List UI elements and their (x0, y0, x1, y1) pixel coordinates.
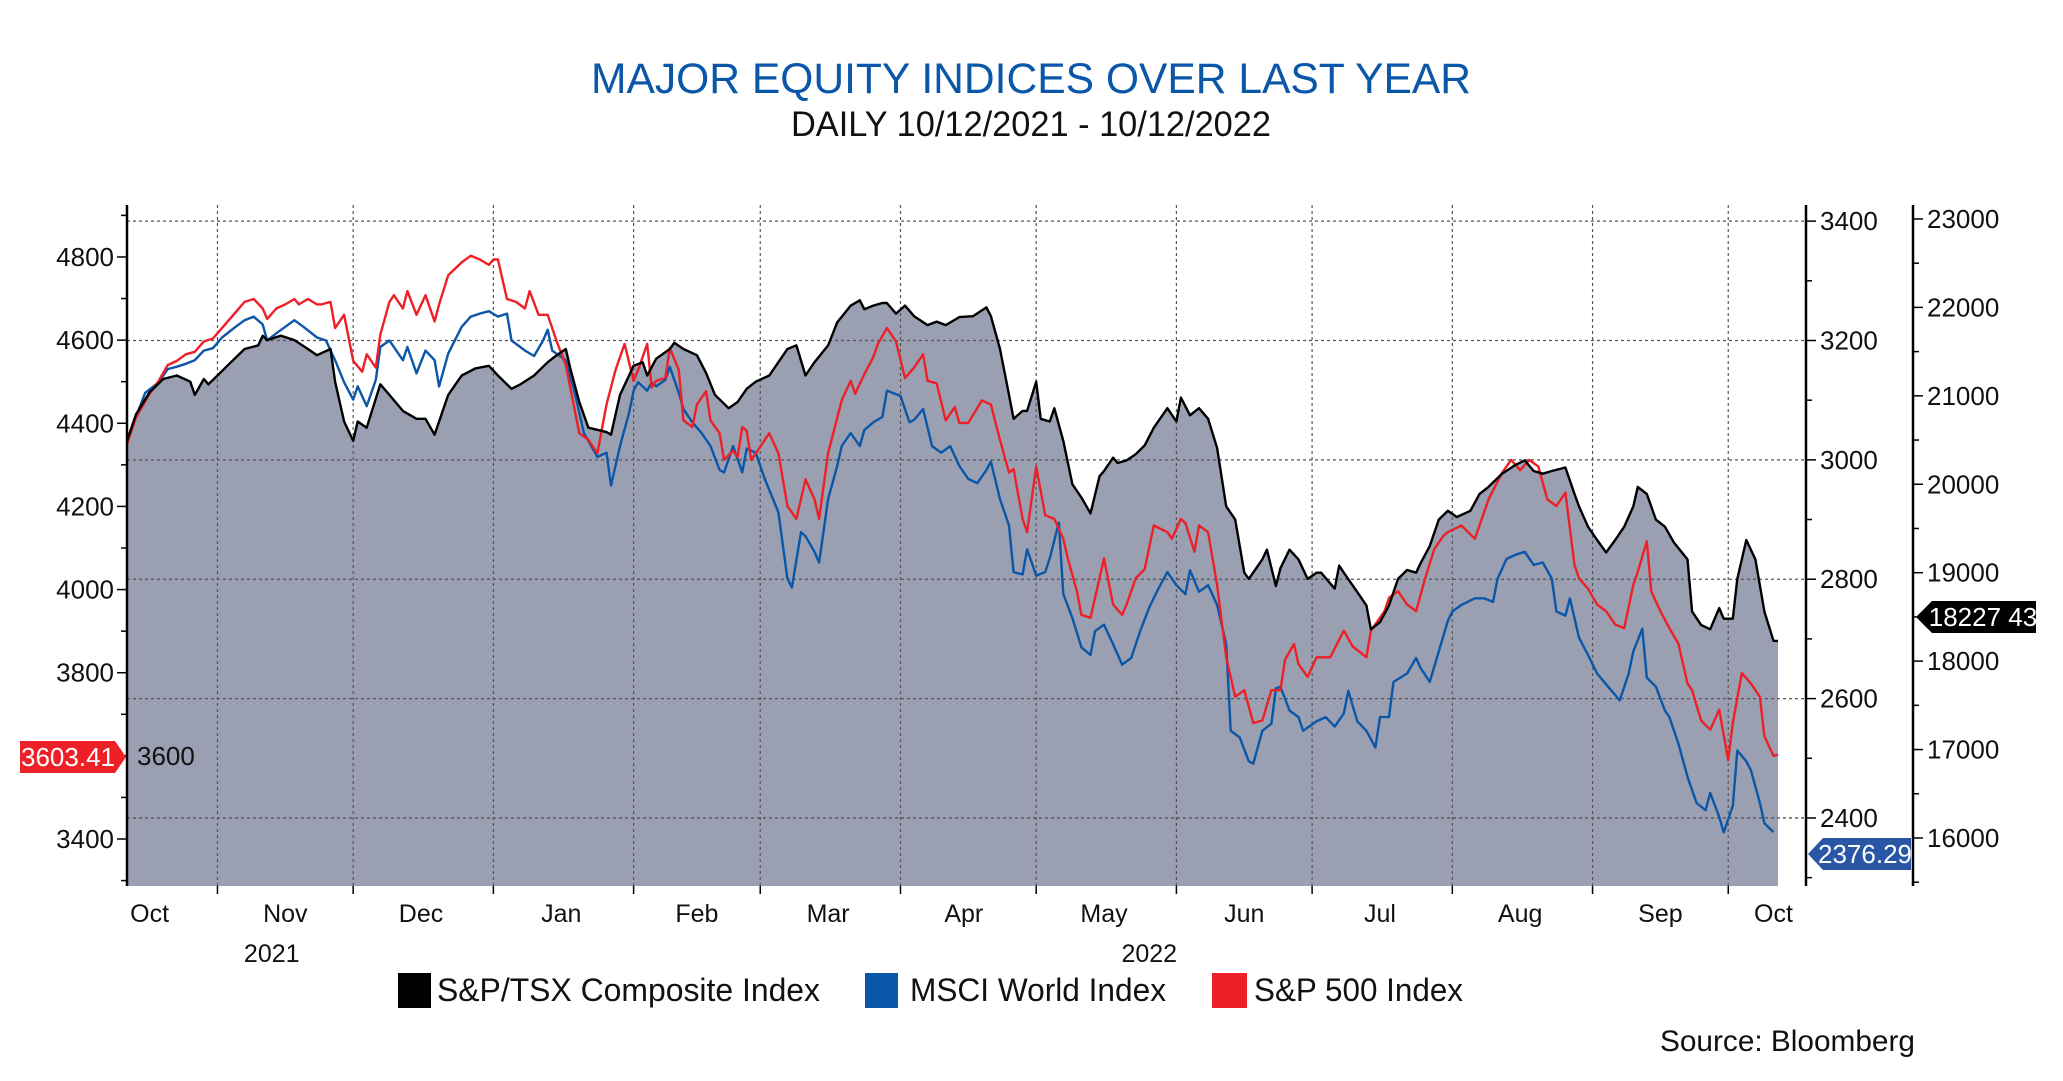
x-axis-month-label: May (1080, 900, 1128, 928)
right-axis-tick-label: 18000 (1927, 646, 1999, 676)
right-axis-tick-label: 16000 (1927, 823, 1999, 853)
last-value-badge-bg (20, 741, 126, 773)
left-axis-tick-label: 4000 (56, 575, 114, 605)
last-value-badge: 18227 43 (1929, 602, 2037, 632)
right-axis-tick-label: 19000 (1927, 558, 1999, 588)
x-axis-year-label: 2022 (1121, 940, 1177, 968)
legend-label-sp500: S&P 500 Index (1254, 972, 1463, 1008)
tsx-area-fill (127, 300, 1778, 886)
chart-subtitle: DAILY 10/12/2021 - 10/12/2022 (791, 105, 1271, 144)
legend-label-msci: MSCI World Index (910, 972, 1166, 1008)
x-axis-month-label: Jul (1364, 900, 1396, 928)
middle-axis-tick-label: 2600 (1820, 684, 1878, 714)
x-axis-month-label: Feb (675, 900, 718, 928)
middle-axis-tick-label: 2800 (1820, 564, 1878, 594)
last-value-badge-bg (1916, 601, 2036, 633)
series-line-s-p-tsx-composite-index (125, 299, 1779, 643)
x-axis-month-label: Oct (1754, 900, 1793, 928)
x-axis-month-label: Apr (944, 900, 983, 928)
x-axis-year-label: 2021 (244, 940, 300, 968)
x-axis-month-label: Nov (263, 900, 308, 928)
left-axis-tick-label: 3600 (137, 741, 195, 771)
left-axis-tick-label: 4800 (56, 242, 114, 272)
left-axis-tick-label: 3800 (56, 658, 114, 688)
legend: S&P/TSX Composite Index MSCI World Index… (398, 972, 1463, 1008)
last-value-badge: 3603.41 (21, 742, 115, 772)
right-axis-tick-label: 21000 (1927, 381, 1999, 411)
right-axis-tick-label: 23000 (1927, 204, 1999, 234)
x-axis-month-label: Sep (1638, 900, 1682, 928)
left-axis-tick-label: 4600 (56, 325, 114, 355)
x-axis-month-label: Oct (130, 900, 169, 928)
x-axis-month-label: Dec (399, 900, 443, 928)
series-line-s-p-500-index (125, 254, 1779, 762)
middle-axis-tick-label: 2400 (1820, 803, 1878, 833)
x-axis-month-label: Jan (541, 900, 581, 928)
legend-swatch-tsx (398, 973, 431, 1008)
x-axis-month-label: Jun (1224, 900, 1264, 928)
chart-title: MAJOR EQUITY INDICES OVER LAST YEAR (591, 55, 1471, 103)
x-axis-month-label: Aug (1498, 900, 1542, 928)
series-line-msci-world-index (125, 310, 1775, 834)
right-axis-tick-label: 17000 (1927, 735, 1999, 765)
middle-axis-tick-label: 3000 (1820, 445, 1878, 475)
last-value-badge: 2376.29 (1818, 839, 1912, 869)
x-axis-month-label: Mar (807, 900, 850, 928)
left-axis-tick-label: 3400 (56, 824, 114, 854)
last-value-badge-bg (1808, 838, 1911, 870)
left-axis-tick-label: 4400 (56, 408, 114, 438)
middle-axis-tick-label: 3200 (1820, 325, 1878, 355)
source-note: Source: Bloomberg (1660, 1025, 1915, 1058)
plot-area: 3400 3600 3800 4000 4200 4400 4600 4800 2400 2600… (20, 204, 2037, 968)
legend-swatch-msci (865, 973, 898, 1008)
left-axis-tick-label: 4200 (56, 491, 114, 521)
legend-swatch-sp500 (1212, 973, 1247, 1008)
right-axis-tick-label: 20000 (1927, 469, 1999, 499)
middle-axis-tick-label: 3400 (1820, 206, 1878, 236)
right-axis-tick-label: 22000 (1927, 292, 1999, 322)
legend-label-tsx: S&P/TSX Composite Index (437, 972, 820, 1008)
